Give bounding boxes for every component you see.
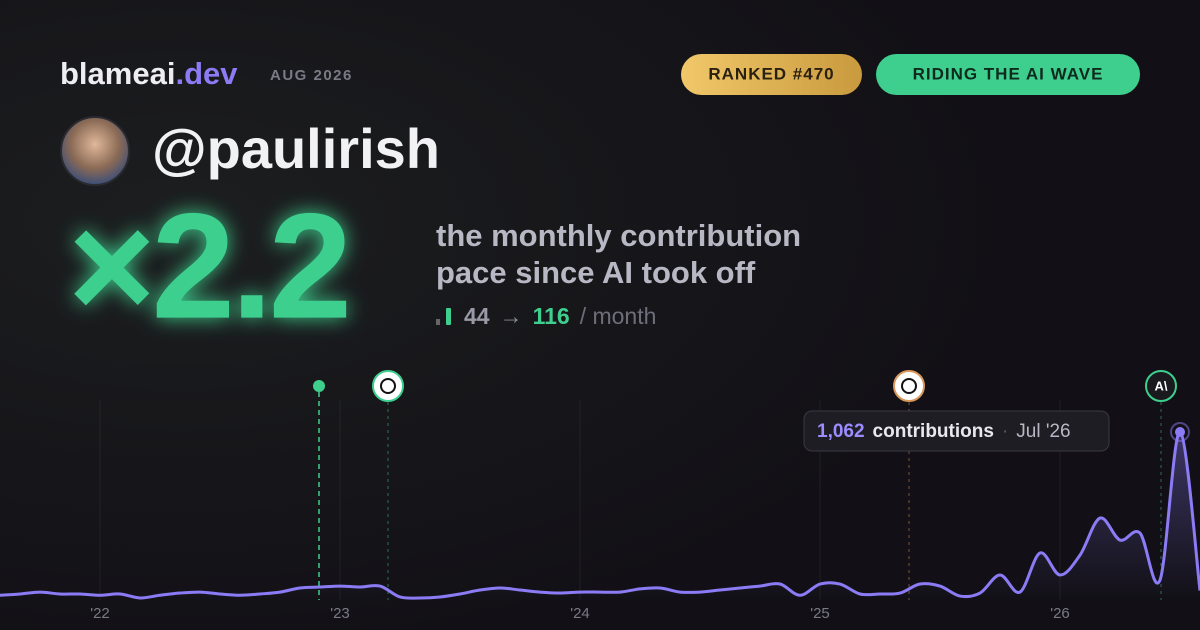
brand: blameai.dev: [60, 56, 238, 91]
pace-arrow: →: [500, 303, 523, 329]
pace-before: 44: [464, 303, 490, 329]
caption-line: pace since AI took off: [436, 255, 756, 290]
event-dot: [313, 380, 325, 392]
multiplier: ×2.2: [68, 182, 348, 350]
caption-line: the monthly contribution: [436, 218, 801, 253]
tooltip-name: contributions: [873, 421, 994, 442]
bar-icon: [436, 319, 440, 325]
x-tick-label: '26: [1050, 605, 1070, 622]
openai-glyph: [380, 378, 396, 394]
handle: @paulirish: [152, 117, 440, 180]
anthropic-icon: [1145, 370, 1177, 402]
area: [0, 431, 1200, 600]
tooltip: [803, 410, 1110, 452]
x-tick-label: '23: [330, 605, 350, 622]
pace: 44 → 116 / month: [464, 303, 656, 329]
line: [0, 430, 1200, 600]
openai-icon: [372, 370, 404, 402]
tooltip-text: 1,062 contributions · Jul '26: [817, 421, 1071, 442]
openai-glyph: [901, 378, 917, 394]
pace-after: 116: [533, 303, 570, 329]
avatar: [60, 116, 130, 186]
highlight-point: [1175, 427, 1185, 438]
rank-text: RANKED #470: [708, 64, 834, 83]
tooltip-value: 1,062: [817, 421, 865, 442]
tooltip-sep: ·: [1002, 421, 1008, 442]
brand-name: blameai: [60, 56, 175, 91]
anthropic-glyph: A\: [1155, 378, 1168, 393]
rank-badge: [681, 54, 862, 95]
x-tick-label: '25: [810, 605, 830, 622]
tooltip-month: Jul '26: [1016, 421, 1070, 442]
wave-badge: [876, 54, 1140, 95]
wave-text: RIDING THE AI WAVE: [913, 64, 1104, 83]
pace-unit: / month: [580, 303, 657, 329]
date: AUG 2026: [270, 67, 353, 84]
brand-tld: .dev: [175, 56, 238, 91]
bar-icon: [446, 308, 451, 325]
openai-icon: [893, 370, 925, 402]
highlight-ring: [1170, 422, 1190, 443]
x-tick-label: '24: [570, 605, 590, 622]
x-tick-label: '22: [90, 605, 110, 622]
chart: '22 '23 '24 '25 '26: [0, 400, 1200, 622]
